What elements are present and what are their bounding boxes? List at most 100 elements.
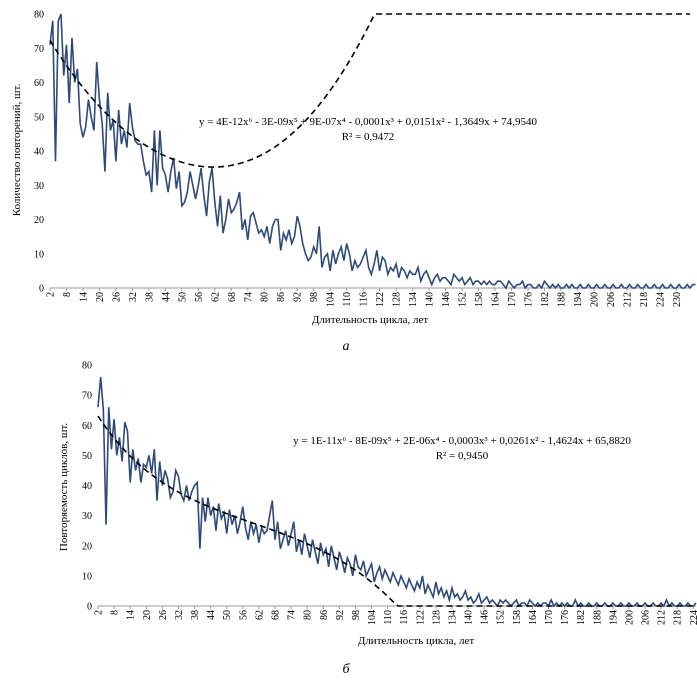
chart-a-y-tick-label: 10 <box>34 249 44 260</box>
chart-a-x-tick-label: 230 <box>672 292 683 307</box>
chart-a-series-line <box>49 13 696 290</box>
chart-b-y-tick-label: 0 <box>87 602 92 613</box>
chart-a-x-tick-label: 134 <box>408 292 419 307</box>
chart-b: 0 10 20 30 40 50 60 70 80 2 8 14 20 26 32 38 44 50 56 62 68… <box>58 361 697 678</box>
chart-b-x-tick-label: 98 <box>351 610 362 620</box>
chart-b-y-tick-label: 40 <box>82 481 92 492</box>
chart-b-x-tick-label: 158 <box>512 610 523 625</box>
chart-b-x-tick-label: 104 <box>367 610 378 625</box>
chart-b-x-tick-label: 44 <box>206 610 217 620</box>
chart-b-x-tick-label: 200 <box>624 610 635 625</box>
chart-b-x-tick-label: 26 <box>158 610 169 620</box>
chart-b-x-tick-label: 32 <box>174 610 185 620</box>
chart-a-x-tick-label: 44 <box>161 292 172 302</box>
chart-a-x-tick-label: 80 <box>260 292 271 302</box>
chart-a-x-tick-label: 152 <box>458 292 469 307</box>
chart-a-equation: y = 4E-12x⁶ - 3E-09x⁵ + 9E-07x⁴ - 0,0001… <box>199 116 538 128</box>
chart-b-y-tick-label: 20 <box>82 541 92 552</box>
chart-b-x-tick-label: 92 <box>335 610 346 620</box>
chart-a-y-tick-label: 30 <box>34 181 44 192</box>
chart-a-x-tick-label: 158 <box>474 292 485 307</box>
chart-a-x-tick-label: 62 <box>210 292 221 302</box>
chart-a-x-tick-label: 164 <box>490 292 501 307</box>
chart-b-x-axis: 2 8 14 20 26 32 38 44 50 56 62 68 74 80 86 92 98 104 110 11… <box>94 606 697 625</box>
chart-b-y-tick-label: 30 <box>82 511 92 522</box>
chart-b-y-tick-label: 60 <box>82 421 92 432</box>
chart-a-y-tick-label: 80 <box>34 10 44 21</box>
chart-a-x-tick-label: 194 <box>573 292 584 307</box>
chart-b-x-axis-title: Длительность цикла, лет <box>358 635 475 647</box>
chart-a-y-tick-label: 70 <box>34 44 44 55</box>
chart-a-y-axis-title: Количество повторений, шт. <box>11 84 23 217</box>
chart-b-x-tick-label: 2 <box>94 610 105 615</box>
chart-a-x-tick-label: 218 <box>639 292 650 307</box>
chart-b-x-tick-label: 164 <box>528 610 539 625</box>
chart-b-x-tick-label: 206 <box>641 610 652 625</box>
chart-a-x-tick-label: 50 <box>177 292 188 302</box>
chart-b-trendline <box>97 415 696 607</box>
chart-b-x-tick-label: 134 <box>447 610 458 625</box>
chart-b-x-tick-label: 62 <box>254 610 265 620</box>
chart-b-x-tick-label: 8 <box>110 610 121 615</box>
chart-a-x-tick-label: 68 <box>227 292 238 302</box>
chart-b-x-tick-label: 170 <box>544 610 555 625</box>
chart-b-x-tick-label: 188 <box>592 610 603 625</box>
chart-a-x-tick-label: 86 <box>276 292 287 302</box>
chart-b-x-tick-label: 152 <box>496 610 507 625</box>
chart-a: 0 10 20 30 40 50 60 70 80 2 8 14 20 26 32 38 44 50 56 62 68… <box>11 10 696 354</box>
chart-a-x-tick-label: 98 <box>309 292 320 302</box>
chart-b-x-tick-label: 128 <box>431 610 442 625</box>
chart-a-x-tick-label: 104 <box>326 292 337 307</box>
chart-a-x-tick-label: 56 <box>194 292 205 302</box>
chart-b-x-tick-label: 218 <box>673 610 684 625</box>
chart-b-x-tick-label: 50 <box>222 610 233 620</box>
chart-a-trendline <box>49 13 690 168</box>
chart-b-series-line <box>97 376 697 608</box>
chart-b-x-tick-label: 68 <box>270 610 281 620</box>
chart-a-x-tick-label: 206 <box>606 292 617 307</box>
chart-a-x-tick-label: 176 <box>523 292 534 307</box>
chart-b-x-tick-label: 140 <box>464 610 475 625</box>
chart-b-caption: б <box>342 662 350 677</box>
chart-b-x-tick-label: 38 <box>190 610 201 620</box>
chart-a-y-tick-label: 50 <box>34 112 44 123</box>
chart-a-x-tick-label: 182 <box>540 292 551 307</box>
chart-b-x-tick-label: 116 <box>399 610 410 625</box>
chart-b-x-tick-label: 86 <box>319 610 330 620</box>
chart-a-x-axis: 2 8 14 20 26 32 38 44 50 56 62 68 74 80 86 92 98 104 110 11… <box>46 288 683 307</box>
chart-b-x-tick-label: 194 <box>608 610 619 625</box>
chart-a-x-tick-label: 170 <box>507 292 518 307</box>
chart-a-x-tick-label: 26 <box>111 292 122 302</box>
chart-a-x-tick-label: 116 <box>359 292 370 307</box>
chart-a-x-tick-label: 32 <box>128 292 139 302</box>
chart-b-y-tick-label: 70 <box>82 391 92 402</box>
chart-b-x-tick-label: 14 <box>126 610 137 620</box>
chart-a-x-tick-label: 14 <box>78 292 89 302</box>
chart-a-x-tick-label: 110 <box>342 292 353 307</box>
chart-b-x-tick-label: 80 <box>303 610 314 620</box>
chart-b-x-tick-label: 224 <box>689 610 697 625</box>
chart-a-x-tick-label: 128 <box>392 292 403 307</box>
chart-b-x-tick-label: 56 <box>238 610 249 620</box>
chart-a-x-tick-label: 2 <box>46 292 57 297</box>
chart-b-x-tick-label: 20 <box>142 610 153 620</box>
chart-a-x-tick-label: 38 <box>144 292 155 302</box>
chart-a-y-tick-label: 40 <box>34 147 44 158</box>
chart-b-x-tick-label: 110 <box>383 610 394 625</box>
chart-a-x-tick-label: 20 <box>95 292 106 302</box>
chart-b-y-tick-label: 10 <box>82 571 92 582</box>
chart-a-y-axis: 0 10 20 30 40 50 60 70 80 <box>34 10 44 295</box>
chart-a-x-tick-label: 212 <box>622 292 633 307</box>
chart-b-x-tick-label: 182 <box>576 610 587 625</box>
chart-b-y-axis-title: Повторяемость циклов, шт. <box>58 423 70 551</box>
chart-a-y-tick-label: 60 <box>34 78 44 89</box>
chart-b-equation: y = 1E-11x⁶ - 8E-09x⁵ + 2E-06x⁴ - 0,0003… <box>293 435 631 447</box>
chart-a-y-tick-label: 0 <box>39 284 44 295</box>
chart-b-x-tick-label: 212 <box>657 610 668 625</box>
chart-a-x-axis-title: Длительность цикла, лет <box>312 314 429 326</box>
chart-a-y-tick-label: 20 <box>34 215 44 226</box>
chart-a-x-tick-label: 146 <box>441 292 452 307</box>
chart-b-r2: R² = 0,9450 <box>436 450 489 462</box>
chart-b-x-tick-label: 146 <box>480 610 491 625</box>
chart-b-x-tick-label: 122 <box>415 610 426 625</box>
